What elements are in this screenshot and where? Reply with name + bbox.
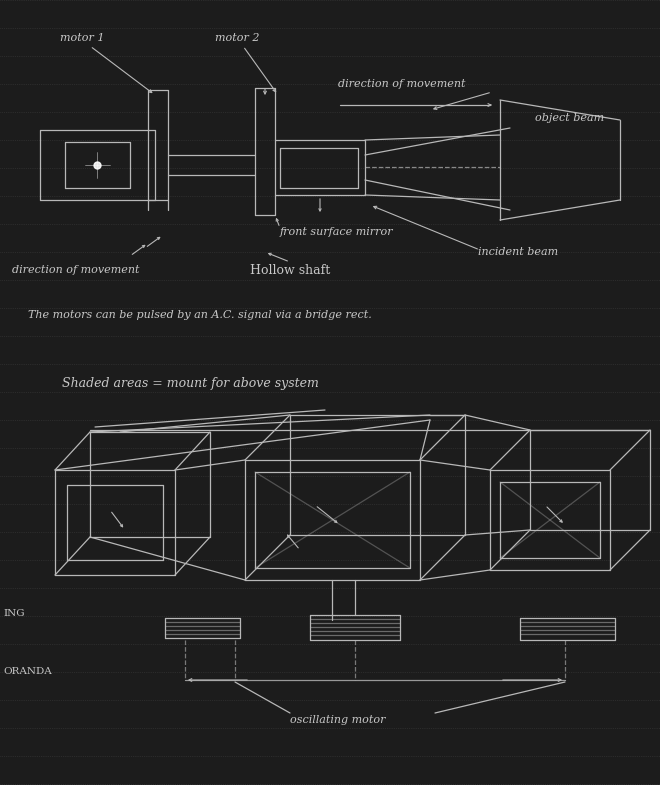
Text: motor 1: motor 1: [60, 33, 104, 43]
Text: Hollow shaft: Hollow shaft: [250, 264, 330, 276]
Text: direction of movement: direction of movement: [338, 79, 465, 89]
Text: ING: ING: [3, 609, 24, 619]
Text: The motors can be pulsed by an A.C. signal via a bridge rect.: The motors can be pulsed by an A.C. sign…: [28, 310, 372, 320]
Text: front surface mirror: front surface mirror: [280, 227, 393, 237]
Text: ORANDA: ORANDA: [3, 667, 51, 677]
Text: object beam: object beam: [535, 113, 604, 123]
Text: incident beam: incident beam: [478, 247, 558, 257]
Text: Shaded areas = mount for above system: Shaded areas = mount for above system: [62, 377, 319, 389]
Text: oscillating motor: oscillating motor: [290, 715, 385, 725]
Text: direction of movement: direction of movement: [12, 265, 139, 275]
Text: motor 2: motor 2: [215, 33, 259, 43]
